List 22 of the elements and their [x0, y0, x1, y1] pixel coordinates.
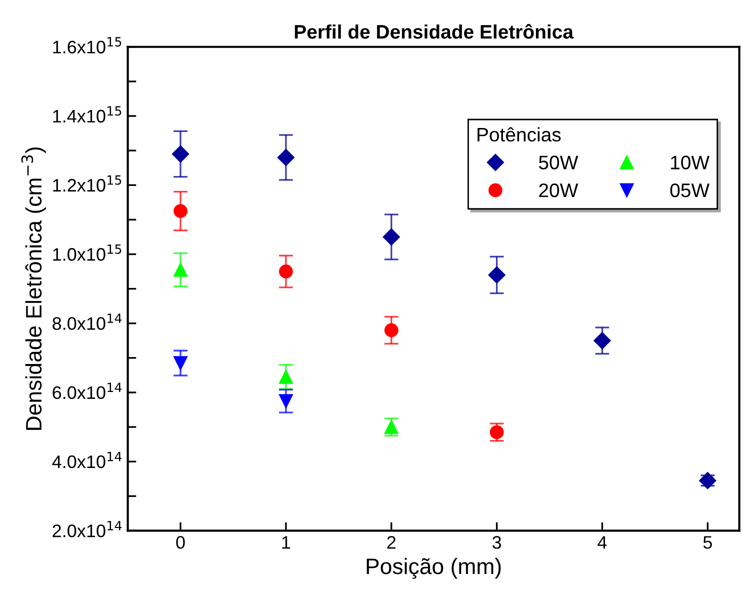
legend-label: 05W	[670, 183, 710, 198]
legend-label: 20W	[539, 183, 578, 198]
y-tick-label: 2.0x10$^{14}$	[52, 520, 122, 538]
x-axis-title: Posição (mm)	[366, 558, 501, 579]
y-axis-title: Densidade Eletrônica (cm$^{−3}$)	[21, 147, 46, 430]
y-tick-label: 1.2x10$^{15}$	[53, 175, 122, 192]
y-tick-label: 1.6x10$^{15}$	[53, 37, 122, 54]
x-tick-label: 1	[282, 536, 290, 549]
x-tick-label: 0	[176, 536, 185, 549]
y-tick-label: 4.0x10$^{14}$	[52, 452, 122, 468]
y-tick-label: 8.0x10$^{14}$	[52, 314, 122, 330]
legend-title: Potências	[478, 127, 561, 142]
legend-label: 10W	[671, 156, 710, 170]
x-tick-label: 3	[492, 536, 502, 549]
chart-title: Perfil de Densidade Eletrônica	[294, 24, 574, 39]
x-tick-label: 4	[598, 536, 607, 549]
x-tick-label: 5	[703, 536, 712, 549]
y-tick-label: 1.0x10$^{15}$	[53, 244, 122, 261]
y-tick-label: 6.0x10$^{14}$	[52, 382, 122, 400]
legend-label: 50W	[538, 156, 578, 170]
x-tick-label: 2	[387, 536, 396, 549]
y-tick-label: 1.4x10$^{15}$	[53, 106, 122, 123]
